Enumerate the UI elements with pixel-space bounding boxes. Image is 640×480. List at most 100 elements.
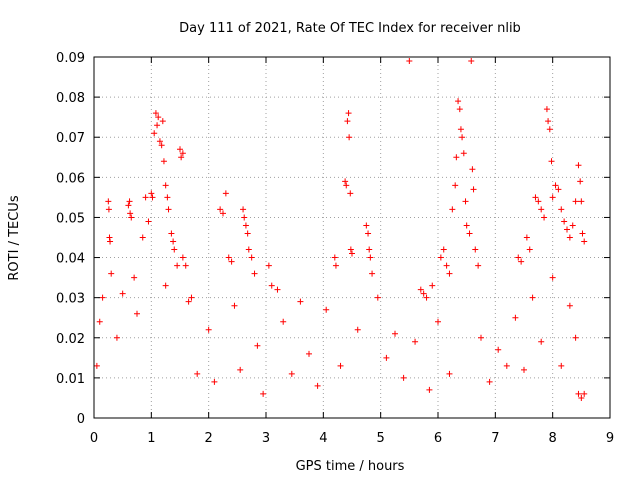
- data-point: [225, 254, 232, 261]
- data-point: [134, 310, 140, 317]
- data-point: [446, 370, 453, 377]
- data-point: [237, 366, 244, 373]
- data-point: [460, 150, 467, 157]
- data-point: [578, 394, 585, 401]
- data-point: [475, 262, 482, 269]
- data-point: [164, 194, 171, 201]
- data-point: [346, 134, 353, 141]
- data-point: [274, 286, 281, 293]
- data-point: [244, 230, 251, 237]
- data-point: [417, 286, 424, 293]
- data-point: [463, 222, 470, 229]
- data-point: [549, 274, 556, 281]
- data-point: [178, 154, 185, 161]
- data-point: [337, 362, 344, 369]
- data-point: [446, 270, 453, 277]
- data-point: [572, 334, 579, 341]
- data-point: [231, 302, 238, 309]
- data-point: [486, 378, 493, 385]
- data-point: [548, 158, 555, 165]
- data-point: [558, 362, 565, 369]
- data-point: [254, 342, 261, 349]
- data-point: [566, 302, 573, 309]
- data-point: [179, 254, 186, 261]
- data-point: [99, 294, 106, 301]
- data-point: [245, 246, 252, 253]
- data-point: [93, 362, 100, 369]
- data-point: [526, 246, 533, 253]
- data-point: [179, 150, 186, 157]
- data-point: [549, 194, 556, 201]
- x-tick-label: 5: [377, 431, 385, 446]
- x-tick-label: 2: [205, 431, 213, 446]
- data-point: [472, 246, 479, 253]
- data-point: [503, 362, 510, 369]
- data-point: [363, 222, 370, 229]
- y-tick-label: 0.08: [56, 91, 85, 106]
- data-point: [105, 198, 112, 205]
- data-point: [435, 318, 441, 325]
- data-point: [182, 262, 189, 269]
- data-point: [228, 258, 235, 265]
- data-point: [543, 106, 550, 113]
- data-point: [280, 318, 287, 325]
- data-point: [332, 262, 339, 269]
- data-point: [105, 206, 112, 213]
- data-point: [156, 138, 163, 145]
- data-point: [168, 230, 175, 237]
- data-point: [365, 230, 372, 237]
- data-point: [558, 206, 565, 213]
- data-point: [354, 326, 361, 333]
- data-point: [265, 262, 272, 269]
- x-tick-label: 0: [90, 431, 98, 446]
- data-point: [541, 214, 548, 221]
- data-point: [288, 370, 295, 377]
- data-point: [148, 190, 155, 197]
- data-point: [495, 346, 502, 353]
- data-point: [194, 370, 201, 377]
- x-axis-title: GPS time / hours: [296, 459, 405, 474]
- data-point: [440, 246, 447, 253]
- data-point: [366, 246, 373, 253]
- x-tick-label: 3: [262, 431, 270, 446]
- y-tick-label: 0.06: [56, 171, 85, 186]
- data-point: [188, 294, 195, 301]
- data-point: [205, 326, 212, 333]
- y-tick-label: 0.03: [56, 292, 85, 307]
- x-tick-label: 4: [319, 431, 327, 446]
- data-point: [154, 122, 161, 129]
- x-tick-label: 8: [549, 431, 557, 446]
- data-point: [518, 258, 525, 265]
- data-point: [529, 294, 536, 301]
- data-point: [383, 354, 390, 361]
- x-axis-ticks: 0 1 2 3 4 5 6 7 8 9: [90, 57, 614, 446]
- data-point: [521, 366, 527, 373]
- data-point: [478, 334, 484, 341]
- data-point: [581, 238, 588, 245]
- data-point: [578, 198, 585, 205]
- data-point: [452, 182, 459, 189]
- data-point: [128, 214, 135, 221]
- data-point: [323, 306, 330, 313]
- data-point: [260, 390, 267, 397]
- data-point: [374, 294, 381, 301]
- data-point: [331, 254, 338, 261]
- data-point: [220, 210, 226, 217]
- data-point: [107, 238, 114, 245]
- data-point: [564, 226, 570, 233]
- data-point: [108, 270, 115, 277]
- y-tick-label: 0.01: [56, 372, 85, 387]
- data-point: [162, 182, 169, 189]
- data-point: [155, 114, 162, 121]
- y-tick-label: 0.05: [56, 211, 85, 226]
- data-point: [268, 282, 275, 289]
- data-point: [462, 198, 469, 205]
- data-point: [457, 126, 464, 133]
- data-point: [459, 134, 466, 141]
- data-point: [437, 254, 444, 261]
- grid-lines: [94, 57, 610, 418]
- data-point: [222, 190, 229, 197]
- data-point: [131, 274, 138, 281]
- data-point: [400, 374, 407, 381]
- data-point: [443, 262, 450, 269]
